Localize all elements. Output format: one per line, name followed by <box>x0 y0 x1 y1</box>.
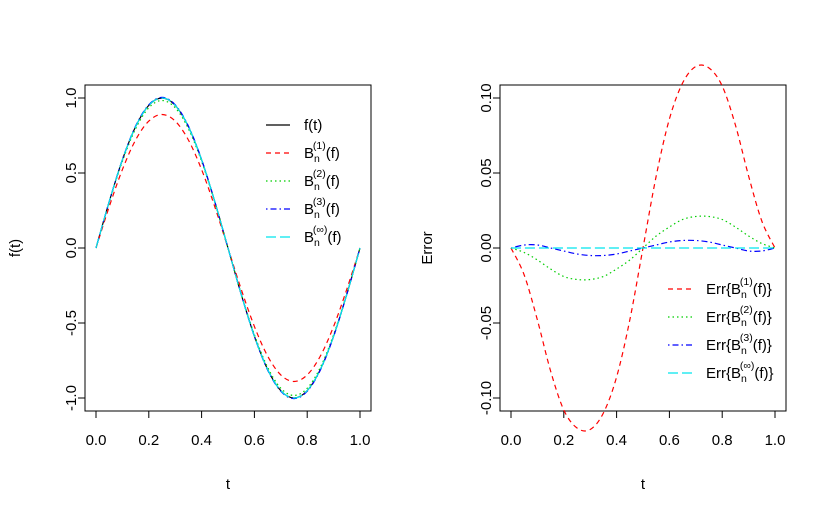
series-line-3 <box>510 239 776 257</box>
legend-entry: Bn(2)(f) <box>304 168 340 193</box>
y-tick-label: -1.0 <box>63 385 80 411</box>
right-x-axis: 0.0 0.2 0.4 0.6 0.8 1.0 <box>501 410 786 449</box>
y-tick-label: -0.10 <box>478 381 495 415</box>
left-legend: f(t) Bn(1)(f) Bn(2)(f) Bn(3)(f) Bn(∞)(f) <box>266 117 342 249</box>
series-line-5 <box>95 97 361 399</box>
x-tick-label: 0.6 <box>244 432 265 449</box>
y-tick-label: 0.00 <box>478 233 495 262</box>
y-tick-label: 0.10 <box>478 83 495 112</box>
y-tick-label: 1.0 <box>63 88 80 109</box>
y-tick-label: -0.05 <box>478 306 495 340</box>
left-x-axis-label: t <box>226 476 231 493</box>
x-tick-label: 0.6 <box>659 432 680 449</box>
x-tick-label: 0.2 <box>553 432 574 449</box>
right-legend: Err{Bn(1)(f)} Err{Bn(2)(f)} Err{Bn(3)(f)} E… <box>668 276 774 385</box>
x-tick-label: 0.2 <box>138 432 159 449</box>
x-tick-label: 0.0 <box>86 432 107 449</box>
legend-entry: Bn(1)(f) <box>304 140 340 165</box>
right-chart-panel: 0.0 0.2 0.4 0.6 0.8 1.0 -0.10 -0.05 0.00 0.05 0.1… <box>419 64 787 493</box>
left-chart-panel: 0.0 0.2 0.4 0.6 0.8 1.0 -1.0 -0.5 0.0 0.5 1.0 f(t… <box>7 84 372 493</box>
legend-entry: Err{Bn(1)(f)} <box>706 276 772 301</box>
right-series-layer <box>510 64 776 432</box>
right-y-axis: -0.10 -0.05 0.00 0.05 0.10 <box>478 83 501 415</box>
x-tick-label: 1.0 <box>350 432 371 449</box>
y-tick-label: 0.05 <box>478 158 495 187</box>
x-tick-label: 0.8 <box>297 432 318 449</box>
legend-entry: Err{Bn(3)(f)} <box>706 332 772 357</box>
legend-entry: Err{Bn(∞)(f)} <box>706 360 774 385</box>
legend-entry: Err{Bn(2)(f)} <box>706 304 772 329</box>
x-tick-label: 0.8 <box>712 432 733 449</box>
left-series-layer <box>95 96 361 400</box>
y-tick-label: 0.5 <box>63 163 80 184</box>
legend-entry: f(t) <box>304 117 322 134</box>
y-tick-label: 0.0 <box>63 238 80 259</box>
right-y-axis-label: Error <box>419 231 436 264</box>
left-y-axis: -1.0 -0.5 0.0 0.5 1.0 <box>63 88 86 411</box>
x-tick-label: 0.4 <box>191 432 212 449</box>
left-x-axis: 0.0 0.2 0.4 0.6 0.8 1.0 <box>86 410 371 449</box>
right-x-axis-label: t <box>641 476 646 493</box>
x-tick-label: 0.0 <box>501 432 522 449</box>
x-tick-label: 0.4 <box>606 432 627 449</box>
y-tick-label: -0.5 <box>63 310 80 336</box>
legend-entry: Bn(∞)(f) <box>304 224 342 249</box>
legend-entry: Bn(3)(f) <box>304 196 340 221</box>
x-tick-label: 1.0 <box>765 432 786 449</box>
left-y-axis-label: f(t) <box>7 239 24 257</box>
